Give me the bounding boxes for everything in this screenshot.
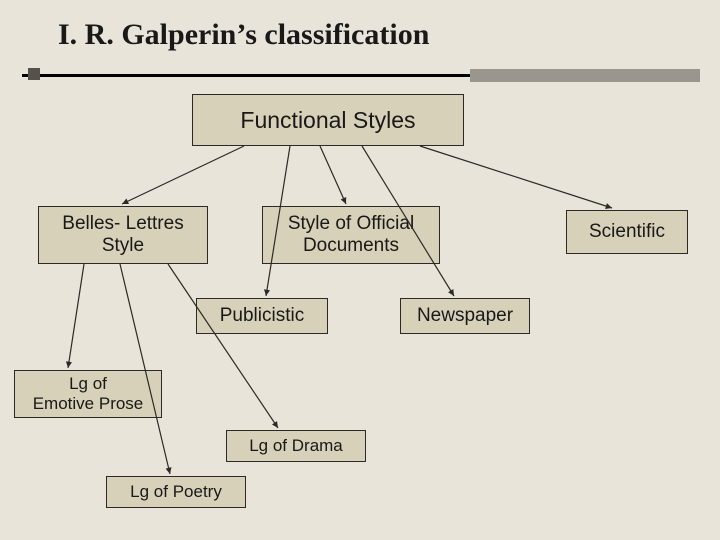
bullet-square <box>28 68 40 80</box>
node-emotive-prose: Lg ofEmotive Prose <box>14 370 162 418</box>
decorative-bar <box>470 69 700 82</box>
node-newspaper: Newspaper <box>400 298 530 334</box>
node-belles-lettres: Belles- LettresStyle <box>38 206 208 264</box>
node-functional-styles: Functional Styles <box>192 94 464 146</box>
page-title: I. R. Galperin’s classification <box>58 18 429 52</box>
node-publicistic: Publicistic <box>196 298 328 334</box>
node-scientific: Scientific <box>566 210 688 254</box>
node-official-documents: Style of OfficialDocuments <box>262 206 440 264</box>
node-drama: Lg of Drama <box>226 430 366 462</box>
node-poetry: Lg of Poetry <box>106 476 246 508</box>
